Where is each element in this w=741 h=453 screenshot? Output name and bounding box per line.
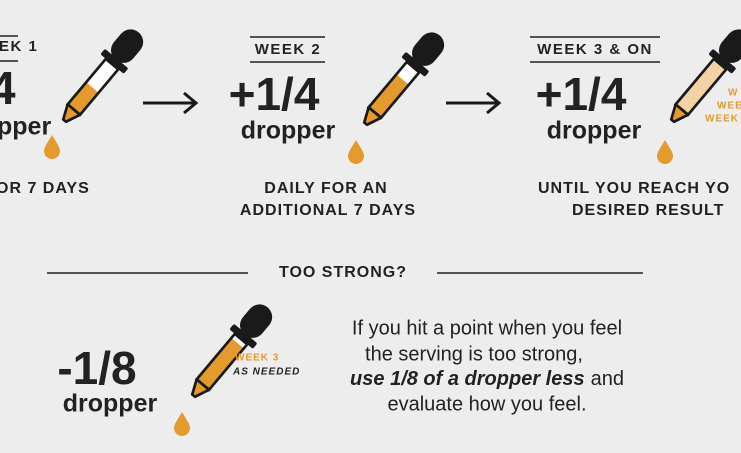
step-heading: WEEK 2: [255, 41, 322, 58]
dropper-icon: [57, 22, 151, 128]
dropper-icon: [358, 25, 452, 131]
arrow: [446, 91, 502, 115]
dropper-icon: [186, 297, 280, 403]
step-caption: UNTIL YOU REACH YO: [538, 180, 730, 197]
step-caption: DESIRED RESULT: [572, 202, 724, 219]
step-amount: 4: [0, 62, 16, 114]
dropper-icon: [665, 22, 741, 128]
step-amount: +1/4: [536, 68, 627, 120]
advice-text: and: [591, 368, 624, 390]
dropper-label: W: [728, 88, 738, 99]
arrow: [143, 91, 199, 115]
dropper-label: WEE: [717, 101, 741, 112]
step-unit: pper: [0, 113, 51, 141]
section-heading: TOO STRONG?: [279, 264, 407, 281]
advice-text: the serving is too strong,: [365, 343, 583, 365]
drop-icon: [657, 140, 673, 164]
step-unit: dropper: [241, 117, 336, 145]
step-caption: DAILY FOR AN: [264, 180, 387, 197]
step-unit: dropper: [547, 117, 642, 145]
advice-text: evaluate how you feel.: [387, 393, 586, 415]
step-amount: +1/4: [229, 68, 320, 120]
advice-emphasis: use 1/8 of a dropper less: [350, 368, 585, 390]
step-caption: OR 7 DAYS: [0, 180, 90, 197]
drop-icon: [174, 412, 190, 436]
drop-icon: [348, 140, 364, 164]
dropper-label: AS NEEDED: [232, 367, 300, 378]
reduce-unit: dropper: [63, 390, 158, 418]
advice-text: use 1/8 of a dropper less and: [350, 368, 624, 390]
reduce-amount: -1/8: [57, 342, 136, 394]
dropper-label: WEEK 3: [235, 353, 279, 364]
step-heading: WEEK 3 & ON: [537, 41, 653, 58]
step-heading: EK 1: [0, 38, 38, 55]
dropper-label: WEEK: [705, 114, 739, 125]
step-caption: ADDITIONAL 7 DAYS: [240, 202, 416, 219]
advice-text: If you hit a point when you feel: [352, 317, 622, 339]
